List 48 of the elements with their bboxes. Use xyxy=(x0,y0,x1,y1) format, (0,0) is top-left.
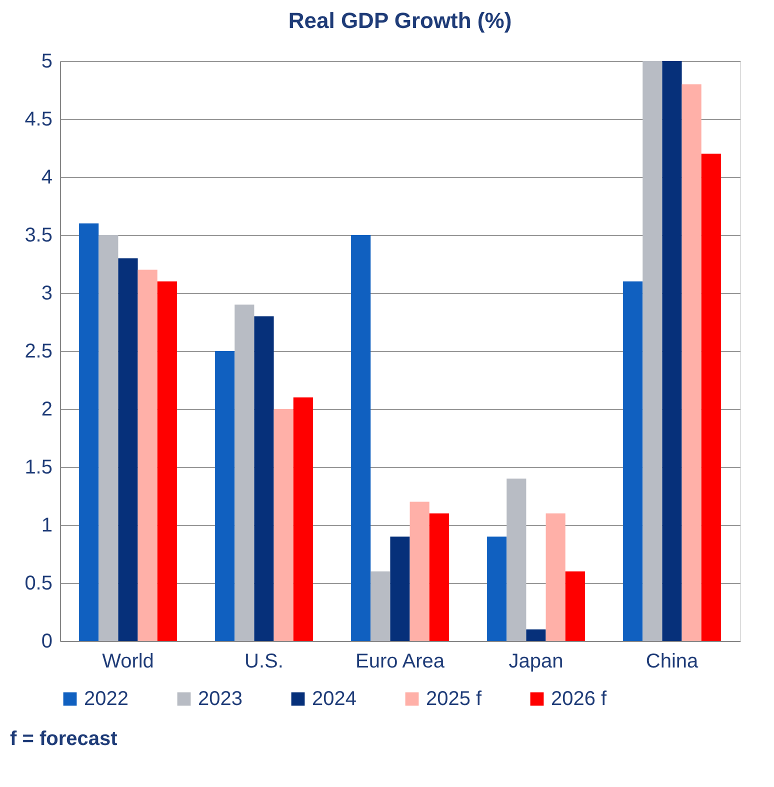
y-tick-label: 4.5 xyxy=(24,108,52,130)
x-tick-label: U.S. xyxy=(244,650,284,672)
bar xyxy=(642,61,662,641)
y-tick-label: 2 xyxy=(41,398,52,420)
bar xyxy=(565,571,585,641)
bar xyxy=(274,409,294,641)
bar xyxy=(254,316,274,641)
y-tick-label: 1 xyxy=(41,514,52,536)
y-tick-label: 0.5 xyxy=(24,572,52,594)
bar xyxy=(682,84,702,641)
legend-label: 2025 f xyxy=(426,688,482,710)
y-tick-label: 3 xyxy=(41,282,52,304)
bar xyxy=(293,397,313,641)
text: f = forecast xyxy=(10,728,118,750)
legend-label: 2022 xyxy=(84,688,128,710)
y-tick-label: 1.5 xyxy=(24,456,52,478)
bar xyxy=(234,304,254,641)
bar xyxy=(98,235,118,641)
bar xyxy=(701,154,721,641)
bar xyxy=(662,61,682,641)
bar xyxy=(487,536,507,641)
y-tick-label: 2.5 xyxy=(24,340,52,362)
bar xyxy=(79,223,99,641)
chart-title: Real GDP Growth (%) xyxy=(288,8,512,33)
x-tick-label: Euro Area xyxy=(356,650,446,672)
y-tick-label: 4 xyxy=(41,166,52,188)
y-tick-label: 5 xyxy=(41,50,52,72)
y-tick-label: 3.5 xyxy=(24,224,52,246)
x-tick-label: China xyxy=(646,650,699,672)
x-tick-label: Japan xyxy=(508,650,564,672)
bar xyxy=(215,351,235,641)
y-tick-label: 0 xyxy=(41,630,52,652)
bar xyxy=(370,571,390,641)
bar xyxy=(429,513,449,641)
bar xyxy=(118,258,138,641)
bar xyxy=(506,478,526,641)
bar xyxy=(410,502,430,641)
x-tick-label: World xyxy=(102,650,154,672)
bar xyxy=(351,235,371,641)
legend-label: 2026 f xyxy=(551,688,608,710)
bar xyxy=(623,281,643,641)
bar xyxy=(138,270,158,641)
legend-label: 2023 xyxy=(198,688,242,710)
bar xyxy=(390,536,410,641)
bar xyxy=(526,629,546,641)
legend-label: 2024 xyxy=(312,688,356,710)
bar xyxy=(157,281,177,641)
bar xyxy=(546,513,566,641)
